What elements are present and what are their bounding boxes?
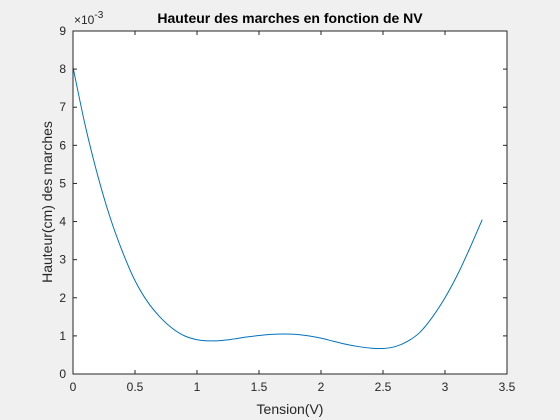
x-tick-label: 3.5 (499, 380, 516, 394)
y-tick-label: 8 (59, 62, 66, 76)
x-tick-label: 1 (194, 380, 201, 394)
y-axis-label: Hauteur(cm) des marches (39, 121, 55, 283)
y-exponent-base: ×10 (74, 13, 95, 27)
x-tick-label: 3 (442, 380, 449, 394)
y-exponent-power: -3 (94, 10, 103, 21)
y-tick-label: 5 (59, 176, 66, 190)
series-line (72, 67, 483, 350)
y-tick-label: 3 (59, 253, 66, 267)
x-tick-label: 2.5 (375, 380, 392, 394)
y-tick-label: 1 (59, 329, 66, 343)
y-tick-label: 6 (59, 138, 66, 152)
x-tick-label: 1.5 (251, 380, 268, 394)
y-tick-label: 4 (59, 215, 66, 229)
y-tick-label: 7 (59, 100, 66, 114)
y-tick-label: 9 (59, 24, 66, 38)
x-tick-label: 2 (318, 380, 325, 394)
y-tick-label: 0 (59, 367, 66, 381)
plot-area (73, 31, 507, 374)
x-axis-label: Tension(V) (257, 401, 324, 417)
chart-title: Hauteur des marches en fonction de NV (157, 10, 423, 26)
x-tick-label: 0.5 (127, 380, 144, 394)
y-axis-exponent: ×10-3 (74, 10, 104, 27)
plot-frame (72, 30, 508, 375)
y-tick-label: 2 (59, 291, 66, 305)
x-tick-label: 0 (70, 380, 77, 394)
